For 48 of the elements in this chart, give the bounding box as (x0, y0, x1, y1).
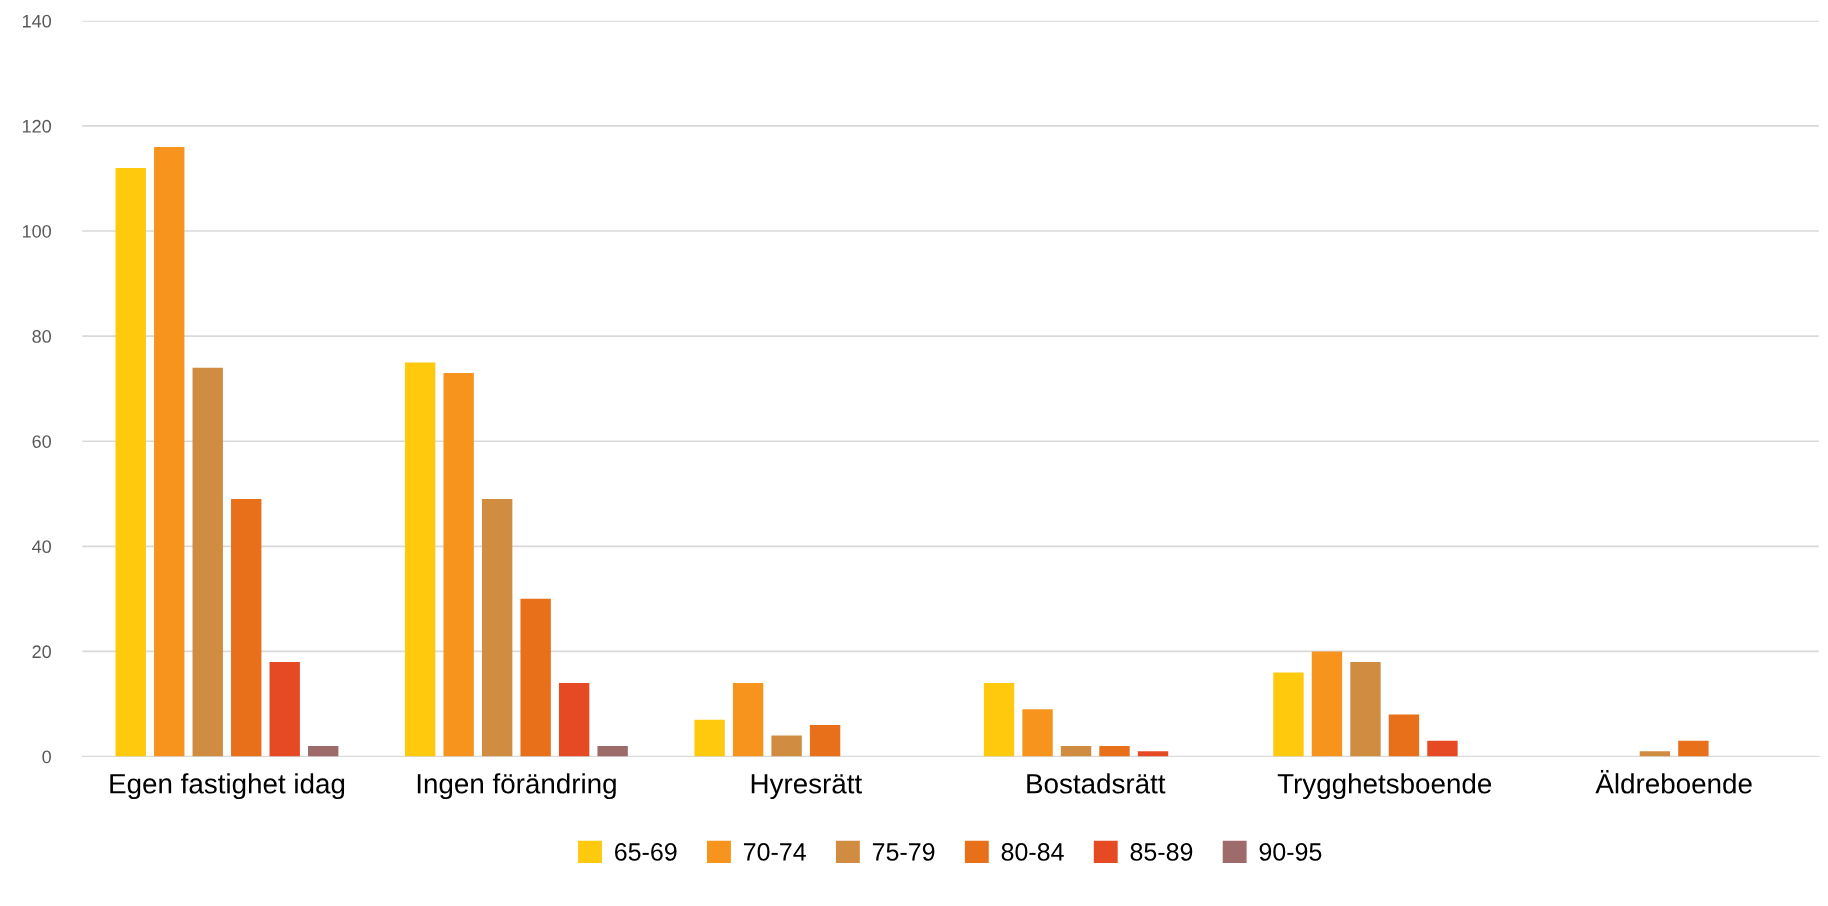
legend-label: 70-74 (743, 843, 806, 861)
x-tick-label: Trygghetsboende (1277, 773, 1492, 800)
bar (443, 372, 474, 757)
x-tick-label: Äldreboende (1595, 770, 1752, 794)
legend-label: 75-79 (872, 843, 935, 861)
bar (983, 682, 1015, 757)
legend-label: 85-89 (1130, 843, 1193, 861)
bar (192, 367, 223, 757)
bar (1388, 714, 1420, 757)
bar (308, 746, 339, 757)
bar (1350, 661, 1381, 757)
bar (269, 661, 300, 757)
y-tick-label: 60 (32, 435, 51, 448)
bar (1099, 746, 1130, 757)
bar (558, 682, 590, 757)
bar (1678, 740, 1709, 757)
y-tick-label: 100 (22, 224, 51, 238)
bar (1639, 751, 1671, 757)
x-tick-label: Hyresrätt (751, 774, 862, 800)
bar (115, 167, 146, 757)
y-tick-label: 140 (22, 14, 51, 28)
bar (1137, 751, 1169, 757)
bar (404, 362, 436, 757)
bar (771, 735, 802, 757)
bar (154, 146, 185, 757)
bar (1060, 746, 1092, 757)
y-tick-label: 40 (32, 540, 51, 554)
legend-label: 90-95 (1259, 843, 1322, 861)
legend-label: 80-84 (1001, 843, 1064, 861)
bar (732, 682, 764, 757)
y-tick-label: 20 (32, 645, 51, 659)
bar (1311, 651, 1343, 757)
legend-label: 65-69 (615, 843, 677, 861)
bar (1022, 709, 1053, 757)
bar (1273, 672, 1304, 757)
bar (597, 746, 628, 757)
x-tick-label: Bostadsrätt (1027, 773, 1166, 794)
y-tick-label: 0 (42, 750, 51, 764)
y-tick-label: 80 (32, 330, 51, 343)
bar (231, 499, 262, 757)
bar (520, 598, 551, 757)
y-tick-label: 120 (22, 119, 51, 133)
bar (481, 499, 513, 757)
bar (694, 719, 725, 757)
bar (1427, 740, 1458, 757)
x-tick-label: Ingen förändring (417, 773, 616, 800)
bar (809, 724, 841, 757)
x-tick-label: Egen fastighet idag (110, 773, 345, 800)
